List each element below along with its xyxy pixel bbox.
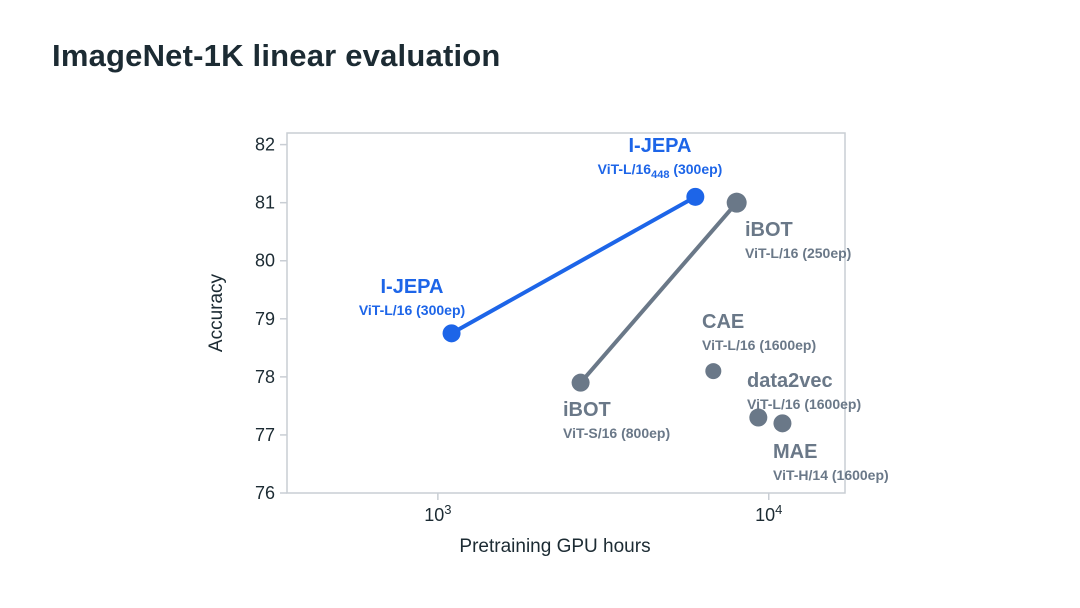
- plot-border: [286, 132, 846, 494]
- data-point-ibot: [571, 373, 590, 392]
- point-sublabel: ViT-L/16 (300ep): [359, 302, 465, 318]
- point-label: iBOT: [563, 399, 611, 421]
- data-point-i-jepa: [442, 324, 461, 343]
- point-label: I-JEPA: [629, 135, 692, 157]
- y-tick-label: 82: [255, 135, 275, 155]
- y-tick-label: 79: [255, 309, 275, 329]
- point-label: data2vec: [747, 370, 833, 392]
- data-point-ibot: [726, 192, 747, 213]
- y-tick-label: 81: [255, 193, 275, 213]
- y-axis-title: Accuracy: [206, 273, 227, 352]
- point-label: I-JEPA: [381, 276, 444, 298]
- data-point-data2vec: [749, 408, 768, 427]
- y-tick-label: 80: [255, 251, 275, 271]
- x-axis-title: Pretraining GPU hours: [459, 536, 650, 557]
- series-line-i-jepa: [449, 194, 698, 336]
- point-sublabel: ViT-L/16 (1600ep): [702, 337, 816, 353]
- y-tick-label: 76: [255, 483, 275, 503]
- point-label: CAE: [702, 311, 744, 333]
- y-tick-label: 77: [255, 425, 275, 445]
- point-label: iBOT: [745, 219, 793, 241]
- x-tick-label: 103: [424, 502, 451, 525]
- data-point-i-jepa: [686, 187, 705, 206]
- data-point-cae: [705, 363, 722, 380]
- series-line-ibot: [578, 200, 739, 385]
- figure-title: ImageNet-1K linear evaluation: [52, 38, 501, 73]
- point-sublabel: ViT-L/16 (1600ep): [747, 396, 861, 412]
- point-sublabel: ViT-L/16448 (300ep): [598, 161, 723, 181]
- y-tick-label: 78: [255, 367, 275, 387]
- point-sublabel: ViT-L/16 (250ep): [745, 245, 851, 261]
- x-tick-label: 104: [755, 502, 782, 525]
- point-label: MAE: [773, 441, 817, 463]
- point-sublabel: ViT-H/14 (1600ep): [773, 467, 889, 483]
- data-point-mae: [773, 414, 792, 433]
- point-sublabel: ViT-S/16 (800ep): [563, 425, 670, 441]
